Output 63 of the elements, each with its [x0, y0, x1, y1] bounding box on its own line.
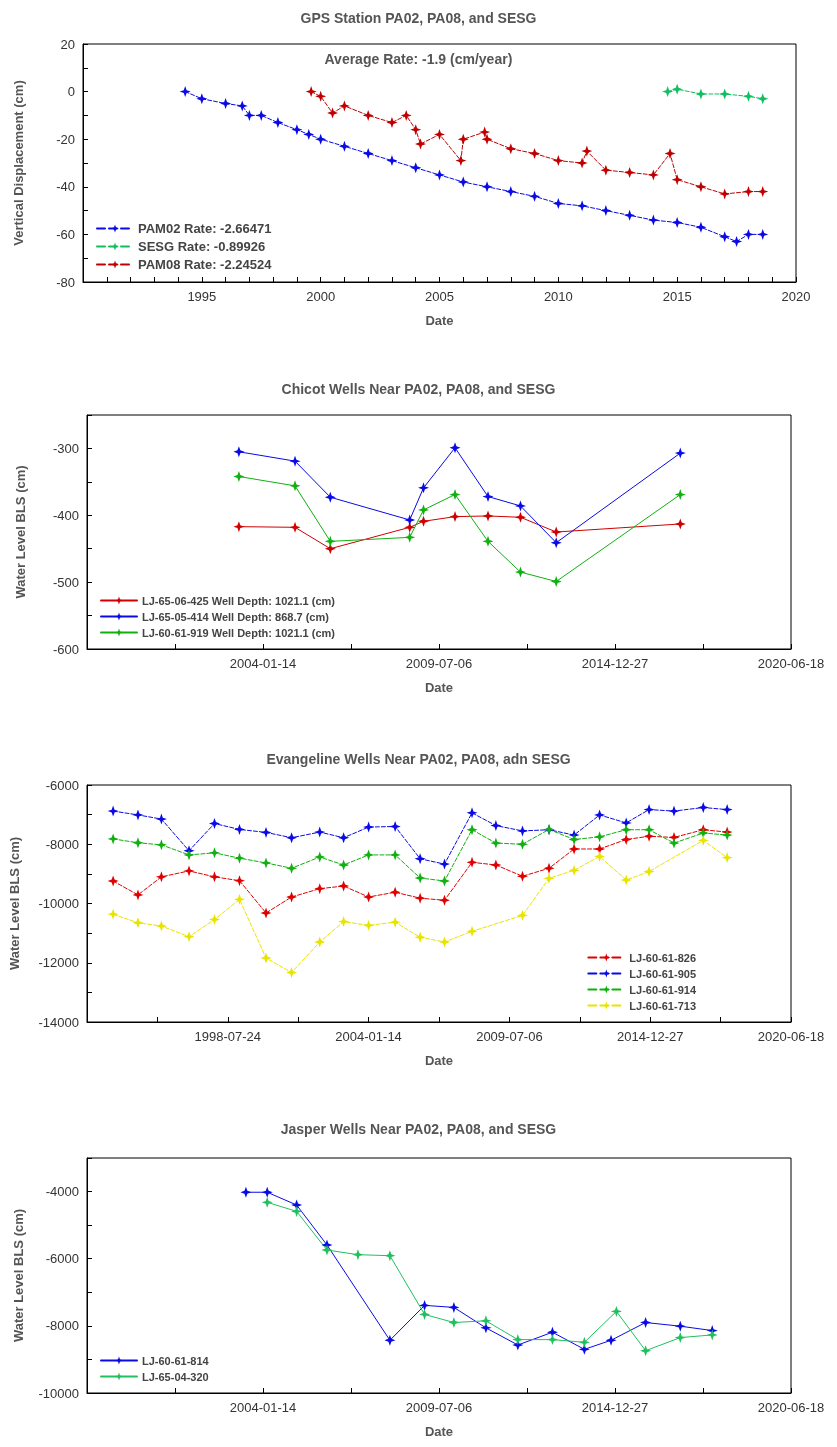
y-tick-label: -4000 — [45, 1184, 79, 1200]
legend-label: LJ-60-61-814 — [142, 1354, 210, 1367]
x-tick-label: 2014-12-27 — [616, 1029, 684, 1044]
legend-label: LJ-60-61-914 — [629, 983, 697, 996]
y-tick-label: -300 — [52, 440, 79, 456]
y-axis-title: Water Level BLS (cm) — [13, 465, 28, 599]
y-tick-label: -10000 — [38, 896, 79, 911]
y-axis-title: Vertical Displacement (cm) — [11, 80, 26, 246]
y-tick-label: -8000 — [45, 1318, 79, 1334]
y-tick-label: -14000 — [38, 1014, 79, 1030]
x-tick-label: 2020-06-18 — [757, 1400, 825, 1415]
x-tick-label: 2009-07-06 — [476, 1029, 543, 1044]
x-tick-label: 2014-12-27 — [581, 656, 649, 671]
x-tick-label: 2020-06-18 — [757, 1029, 825, 1044]
y-tick-label: -6000 — [45, 1251, 79, 1267]
annotation: Average Rate: -1.9 (cm/year) — [324, 51, 513, 67]
legend-label: LJ-65-04-320 — [142, 1370, 209, 1383]
x-tick-label: 2005 — [425, 289, 454, 304]
legend-label: LJ-60-61-713 — [629, 999, 697, 1012]
x-tick-label: 2020-06-18 — [757, 656, 825, 671]
x-axis-title: Date — [424, 1424, 454, 1439]
y-tick-label: -500 — [52, 574, 79, 590]
legend-label: LJ-60-61-826 — [629, 951, 697, 964]
x-axis-title: Date — [424, 680, 454, 695]
y-axis-title: Water Level BLS (cm) — [7, 836, 22, 971]
y-tick-label: -60 — [56, 226, 75, 242]
legend-label: LJ-60-61-919 Well Depth: 1021.1 (cm) — [142, 626, 336, 639]
legend-label: LJ-65-06-425 Well Depth: 1021.1 (cm) — [142, 594, 336, 607]
y-tick-label: -600 — [52, 641, 79, 657]
x-tick-label: 2004-01-14 — [229, 1400, 297, 1415]
legend-label: SESG Rate: -0.89926 — [138, 239, 266, 254]
y-tick-label: -80 — [56, 274, 75, 290]
y-tick-label: 0 — [67, 84, 75, 100]
x-tick-label: 2010 — [543, 289, 573, 304]
legend-label: LJ-60-61-905 — [629, 967, 697, 980]
x-tick-label: 2009-07-06 — [405, 656, 473, 671]
y-tick-label: -6000 — [45, 777, 79, 793]
x-tick-label: 1998-07-24 — [194, 1029, 262, 1044]
chart-title: Evangeline Wells Near PA02, PA08, adn SESG — [266, 751, 571, 767]
legend-label: PAM02 Rate: -2.66471 — [138, 221, 272, 236]
x-tick-label: 2014-12-27 — [581, 1400, 649, 1415]
y-tick-label: 20 — [60, 36, 75, 52]
x-tick-label: 1995 — [187, 289, 217, 304]
y-tick-label: -40 — [56, 179, 75, 195]
y-tick-label: -400 — [52, 507, 79, 523]
y-tick-label: -12000 — [38, 955, 79, 971]
y-tick-label: -8000 — [45, 836, 79, 852]
x-tick-label: 2009-07-06 — [405, 1400, 473, 1415]
y-axis-title: Water Level BLS (cm) — [11, 1208, 26, 1343]
chart-title: GPS Station PA02, PA08, and SESG — [300, 10, 537, 26]
legend-label: LJ-65-05-414 Well Depth: 868.7 (cm) — [142, 610, 330, 623]
chart-title: Chicot Wells Near PA02, PA08, and SESG — [281, 381, 556, 397]
x-tick-label: 2004-01-14 — [229, 656, 297, 671]
y-tick-label: -20 — [56, 131, 75, 147]
x-tick-label: 2004-01-14 — [335, 1029, 402, 1044]
y-tick-label: -10000 — [38, 1385, 79, 1401]
x-axis-title: Date — [425, 313, 454, 328]
x-tick-label: 2000 — [306, 289, 336, 304]
chart-title: Jasper Wells Near PA02, PA08, and SESG — [280, 1121, 557, 1137]
x-tick-label: 2020 — [781, 289, 811, 304]
x-axis-title: Date — [424, 1053, 454, 1068]
legend-label: PAM08 Rate: -2.24524 — [138, 257, 273, 272]
x-tick-label: 2015 — [662, 289, 692, 304]
